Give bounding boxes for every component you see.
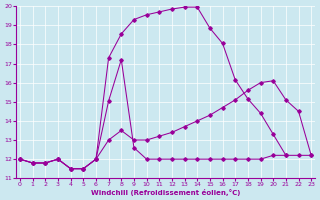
X-axis label: Windchill (Refroidissement éolien,°C): Windchill (Refroidissement éolien,°C) [91,189,240,196]
